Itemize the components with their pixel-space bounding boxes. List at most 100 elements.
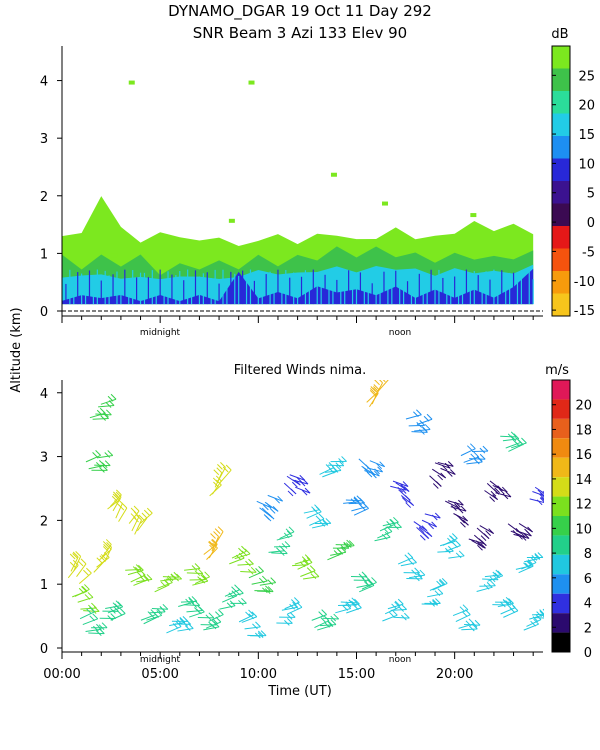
wind-barb-shaft [125,569,142,571]
wind-barb-flag [237,587,244,594]
wind-barb-shaft [487,575,503,582]
snr-colorbar-segment [552,91,570,114]
wind-barb-flag [479,453,486,460]
wind-barb-flag [371,577,377,583]
wind-barb [74,584,90,597]
wind-barb-flag [351,597,358,604]
wind-barb-flag [99,467,105,473]
wind-barb [257,586,274,594]
snr-y-tick-label: 1 [40,247,48,262]
snr-echo [330,172,337,177]
wind-barb-flag [238,599,244,606]
wind-barb-flag [394,601,400,608]
wind-barb-flag [444,463,451,469]
wind-barb [432,578,448,591]
wind-barb [369,388,379,408]
wind-barb-shaft [309,518,325,526]
wind-barb-flag [139,569,146,576]
wind-barb-shaft [224,589,240,597]
winds-axes: 0 1 2 3 4 00:00 05:00 10:00 15:00 20:00 [40,380,543,682]
wind-barb-flag [365,582,372,588]
wind-barb-shaft [534,486,544,494]
wind-barb-flag [423,533,430,539]
wind-barb [287,601,303,615]
wind-barb [440,467,456,477]
wind-barb-flag [102,465,108,471]
wind-barb-shaft [537,489,544,497]
wind-barb [479,580,496,589]
wind-barb-flag [234,589,241,596]
wind-barb-flag [133,516,139,523]
wind-barb [165,573,183,582]
wind-barb [458,618,475,629]
wind-barb-shaft [184,567,201,571]
wind-barb-shaft [529,614,544,620]
wind-barb [473,534,487,549]
wind-barb [377,380,389,393]
wind-barb-flag [290,488,297,495]
wind-barb-flag [222,466,229,473]
wind-barb-flag [141,512,148,519]
wind-barb [303,571,320,580]
wind-barb [110,608,126,621]
wind-barb [348,497,365,506]
wind-barb-shaft [115,503,123,519]
wind-barb-shaft [83,610,100,612]
wind-barb [463,451,480,463]
wind-barb-flag [114,603,121,610]
wind-barb-flag [460,521,466,528]
wind-barb-flag [401,497,408,503]
winds-colorbar-frame [551,379,571,653]
wind-barb-flag [98,628,105,634]
wind-barb-flag [160,581,167,588]
wind-barb [409,569,426,579]
wind-barb-shaft [340,601,357,604]
wind-barb-flag [536,499,543,506]
wind-barb-flag [416,571,423,578]
wind-barb-shaft [180,600,197,603]
wind-barb [76,558,87,578]
wind-barb [393,612,410,621]
wind-barb-shaft [345,499,362,502]
snr-colorbar-tick-label: 15 [578,128,595,143]
wind-barb-flag [92,613,99,620]
snr-axes: 0 1 2 3 4 [40,46,543,323]
wind-barb-flag [333,550,340,556]
wind-barb [136,574,153,583]
wind-barb-flag [455,552,462,559]
wind-barb-flag [432,600,438,606]
wind-barb-shaft [74,588,90,597]
wind-barb-shaft [393,616,410,619]
wind-barb-shaft [154,584,170,593]
wind-barb-flag [93,625,99,632]
wind-barb [413,521,428,534]
snr-y-tick-label: 2 [40,190,48,205]
x-axis-label: Time (UT) [267,684,332,699]
wind-barb-flag [293,597,300,603]
wind-barb-flag [250,566,257,573]
wind-barb-flag [419,569,426,576]
wind-barb-flag [106,409,112,416]
wind-barb [429,475,442,489]
wind-barb-shaft [508,444,524,452]
wind-barb-shaft [78,572,92,584]
wind-barb-flag [391,609,398,616]
wind-barb-flag [539,610,544,616]
wind-barb-flag [225,464,232,471]
wind-barb [93,555,106,573]
wind-barb-flag [107,395,114,402]
wind-barb-shaft [79,611,95,620]
wind-barb-flag [260,630,267,636]
wind-barb-shaft [70,556,79,572]
wind-barb-shaft [405,414,422,420]
wind-barb-shaft [96,557,110,568]
wind-barb [361,577,377,590]
wind-barb-shaft [534,617,544,619]
wind-barb [91,465,108,473]
wind-barb-flag [104,452,111,458]
winds-colorbar-segment [552,477,570,497]
wind-barb-flag [507,433,514,440]
wind-barb-flag [437,474,444,481]
wind-barb-flag [474,619,481,626]
wind-barb-flag [296,601,303,608]
